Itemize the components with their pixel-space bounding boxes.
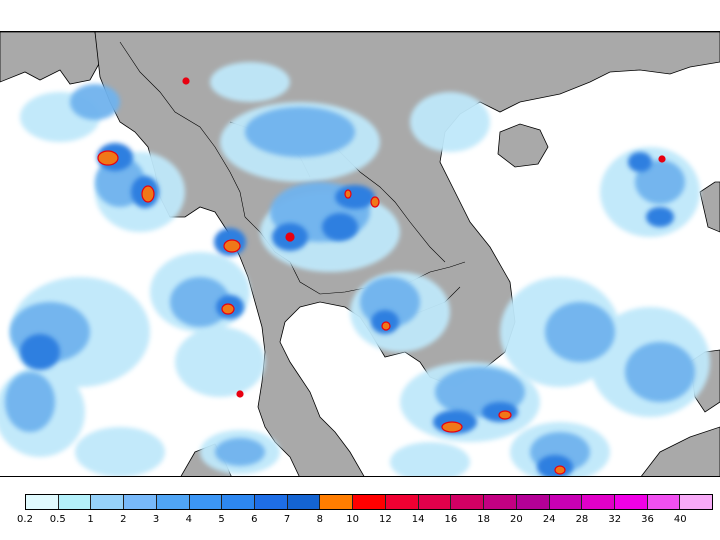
colorbar-swatch (549, 495, 583, 509)
colorbar-swatch (582, 495, 615, 509)
colorbar-tick-label: 2 (120, 514, 127, 525)
colorbar-tick-label: 28 (575, 514, 589, 525)
colorbar-swatch (26, 495, 59, 509)
colorbar-tick-label: 14 (411, 514, 425, 525)
colorbar-swatch (255, 495, 288, 509)
colorbar-swatch (189, 495, 223, 509)
colorbar-tick-label: 32 (608, 514, 622, 525)
colorbar-swatch (484, 495, 517, 509)
colorbar-swatch (320, 495, 354, 509)
colorbar (25, 494, 713, 510)
colorbar-tick-label: 0.2 (17, 514, 33, 525)
map-canvas (0, 32, 720, 476)
colorbar-swatch (91, 495, 125, 509)
colorbar-tick-label: 6 (251, 514, 258, 525)
colorbar-swatch (385, 495, 419, 509)
land-luzon (699, 181, 720, 233)
colorbar-swatch (614, 495, 648, 509)
colorbar-tick-label: 8 (316, 514, 324, 525)
colorbar-swatch (647, 495, 681, 509)
colorbar-tick-label: 12 (379, 514, 392, 525)
colorbar-swatch (287, 495, 321, 509)
colorbar-tick-label: 36 (641, 514, 654, 525)
colorbar-tick-label: 7 (283, 514, 291, 525)
colorbar-swatch (222, 495, 256, 509)
precipitation-map (0, 31, 720, 477)
colorbar-swatch (124, 495, 157, 509)
land-hainan (497, 123, 549, 168)
colorbar-tick-label: 1 (87, 514, 94, 525)
colorbar-swatch (58, 495, 92, 509)
colorbar-tick-label: 40 (673, 514, 687, 525)
colorbar-swatch (353, 495, 386, 509)
colorbar-swatch (680, 495, 713, 509)
colorbar-swatch (451, 495, 485, 509)
colorbar-tick-label: 20 (510, 514, 523, 525)
colorbar-swatch (156, 495, 190, 509)
colorbar-tick-label: 4 (185, 514, 192, 525)
colorbar-tick-label: 5 (218, 514, 225, 525)
colorbar-tick-label: 0.5 (49, 514, 66, 525)
colorbar-tick-label: 10 (346, 514, 359, 525)
colorbar-labels: 0.2 0.5 1 2 3 4 5 6 7 8 10 12 14 16 18 20 24 28 32 36 40 (17, 514, 713, 528)
land-borneo (641, 426, 720, 476)
colorbar-swatch (418, 495, 452, 509)
precip-extreme (97, 77, 666, 475)
colorbar-tick-label: 24 (542, 514, 556, 525)
colorbar-tick-label: 3 (152, 514, 160, 525)
colorbar-tick-label: 18 (477, 514, 491, 525)
colorbar-tick-label: 16 (444, 514, 458, 525)
colorbar-swatch (516, 495, 550, 509)
